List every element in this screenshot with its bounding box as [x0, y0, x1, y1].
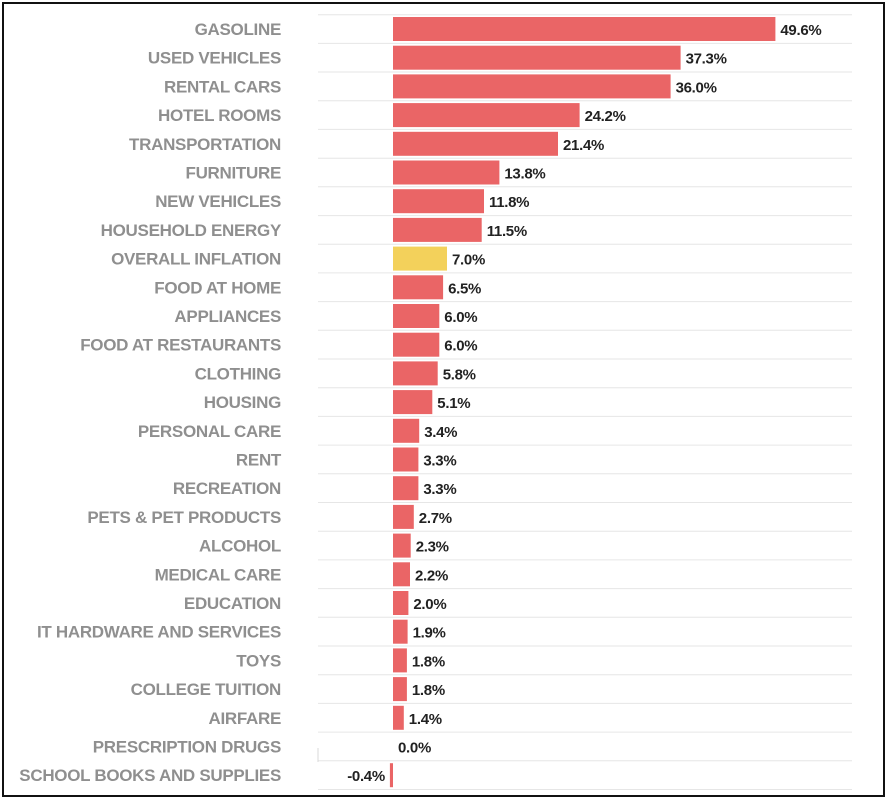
category-label: HOUSEHOLD ENERGY — [101, 221, 282, 240]
bar — [393, 418, 420, 443]
value-label: 1.9% — [413, 625, 446, 642]
value-label: 24.2% — [585, 108, 626, 125]
value-label: 3.3% — [423, 453, 456, 470]
category-label: OVERALL INFLATION — [111, 250, 281, 269]
bar — [389, 763, 393, 788]
category-label: RENT — [236, 451, 282, 470]
bar — [393, 705, 404, 730]
bar — [393, 677, 407, 702]
value-label: 6.0% — [444, 338, 477, 355]
bar — [393, 619, 408, 644]
bar — [393, 103, 580, 128]
category-label: APPLIANCES — [174, 307, 281, 326]
category-label: NEW VEHICLES — [155, 192, 281, 211]
category-label: EDUCATION — [184, 594, 281, 613]
value-label: 37.3% — [686, 51, 727, 68]
category-label: RENTAL CARS — [164, 77, 281, 96]
category-label: TRANSPORTATION — [129, 135, 281, 154]
value-label: 7.0% — [452, 252, 485, 269]
bar — [393, 361, 438, 386]
bar — [393, 304, 440, 328]
gridlines — [318, 14, 852, 790]
bar — [393, 332, 440, 357]
value-label: 11.5% — [487, 223, 527, 240]
category-label: FURNITURE — [185, 164, 281, 183]
category-label: USED VEHICLES — [148, 49, 281, 68]
value-label: 6.0% — [444, 309, 477, 326]
category-labels: GASOLINE USED VEHICLES RENTAL CARS HOTEL RO… — [19, 20, 282, 785]
value-label: 0.0% — [398, 740, 431, 757]
bar — [393, 74, 671, 99]
value-labels: 49.6% 37.3% 36.0% 24.2% 21.4% 13.8% 11.8% 11.5%… — [347, 22, 822, 785]
category-label: MEDICAL CARE — [155, 565, 281, 584]
category-label: AIRFARE — [208, 709, 281, 728]
value-label: 2.0% — [413, 596, 446, 613]
category-label: PETS & PET PRODUCTS — [87, 508, 281, 527]
category-label: PRESCRIPTION DRUGS — [93, 738, 281, 757]
bar — [393, 217, 482, 242]
value-label: 13.8% — [504, 166, 545, 183]
bar — [393, 246, 447, 271]
category-label: FOOD AT RESTAURANTS — [80, 336, 281, 355]
bar — [393, 45, 681, 70]
bar — [393, 476, 419, 501]
value-label: 3.3% — [423, 481, 456, 498]
value-label: 11.8% — [489, 194, 529, 211]
bar — [393, 447, 419, 472]
category-label: FOOD AT HOME — [154, 278, 281, 297]
value-label: 6.5% — [448, 280, 481, 297]
value-label: 1.4% — [409, 711, 442, 728]
category-label: PERSONAL CARE — [138, 422, 281, 441]
category-label: RECREATION — [173, 479, 281, 498]
value-label: 1.8% — [412, 653, 445, 670]
bar — [393, 533, 411, 558]
category-label: HOTEL ROOMS — [158, 106, 281, 125]
category-label: CLOTHING — [195, 364, 281, 383]
value-label: 1.8% — [412, 682, 445, 699]
value-label: 49.6% — [780, 22, 821, 39]
bars — [389, 17, 776, 788]
value-label: 36.0% — [676, 79, 717, 96]
bar — [393, 131, 558, 156]
bar — [393, 275, 444, 300]
value-label: 5.8% — [443, 366, 476, 383]
bar — [393, 160, 500, 185]
value-label: 2.3% — [416, 539, 449, 556]
bar — [393, 504, 414, 529]
bar — [393, 591, 409, 615]
bar — [393, 390, 433, 415]
category-label: HOUSING — [204, 393, 281, 412]
value-label: 21.4% — [563, 137, 604, 154]
value-label: 2.2% — [415, 567, 448, 584]
bar — [393, 189, 484, 214]
bar — [393, 562, 410, 587]
category-label: IT HARDWARE AND SERVICES — [37, 623, 281, 642]
category-label: ALCOHOL — [199, 537, 281, 556]
category-label: GASOLINE — [195, 20, 281, 39]
category-label: COLLEGE TUITION — [131, 680, 281, 699]
value-label: -0.4% — [347, 768, 385, 785]
bar — [393, 648, 407, 673]
category-label: TOYS — [236, 651, 281, 670]
bar — [393, 17, 776, 41]
value-label: 5.1% — [437, 395, 470, 412]
value-label: 2.7% — [419, 510, 452, 527]
value-label: 3.4% — [424, 424, 457, 441]
category-label: SCHOOL BOOKS AND SUPPLIES — [19, 766, 281, 785]
